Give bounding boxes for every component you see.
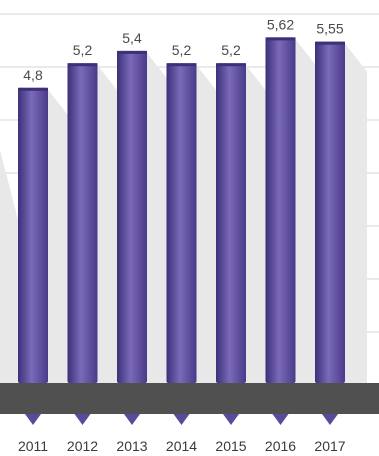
bar-marker [272,414,289,425]
bar-2014 [166,63,197,383]
category-labels: 2011 2012 2013 2014 2015 2016 2017 [18,438,346,454]
bar-2015 [216,63,246,383]
value-label: 5,2 [172,42,192,58]
value-label: 5,4 [122,30,142,46]
bar-2012 [67,63,98,383]
bar-2013 [117,50,147,384]
bar-cap [18,87,48,91]
bars [18,37,345,384]
category-label: 2014 [166,438,197,454]
bar-shadow [345,43,367,384]
bar-marker [223,414,239,425]
bar-marker [74,414,91,425]
category-label: 2012 [67,438,98,454]
bar-shadow [246,65,268,383]
category-label: 2011 [18,438,48,454]
bar-cap [265,37,296,41]
bar-shadow [48,89,70,384]
bar-cap [315,41,345,45]
bar-cap [166,63,197,67]
bar-shadow [97,65,120,383]
category-label: 2016 [265,438,296,454]
category-label: 2017 [314,438,345,454]
bar-cap [67,63,98,67]
value-label: 5,2 [221,42,241,58]
bar-cap [216,63,246,67]
bar-shadow [295,39,318,384]
value-label: 5,2 [73,42,93,58]
value-label: 5,55 [316,21,343,37]
category-label: 2013 [116,438,147,454]
bar-shadow [147,52,169,384]
bar-2017 [315,41,345,384]
bar-shadow [196,65,219,383]
bar-marker [322,414,338,425]
bar-markers [25,414,338,425]
bar-cap [117,50,147,54]
bar-marker [25,414,41,425]
bar-2011 [18,87,48,384]
value-labels: 4,8 5,2 5,4 5,2 5,2 5,62 5,55 [23,16,344,82]
value-label: 4,8 [23,67,43,83]
bar-shadows [0,39,367,384]
bar-marker [173,414,190,425]
bar-2016 [265,37,296,384]
bar-marker [124,414,140,425]
category-label: 2015 [215,438,246,454]
base-band [0,383,379,414]
value-label: 5,62 [267,16,294,32]
